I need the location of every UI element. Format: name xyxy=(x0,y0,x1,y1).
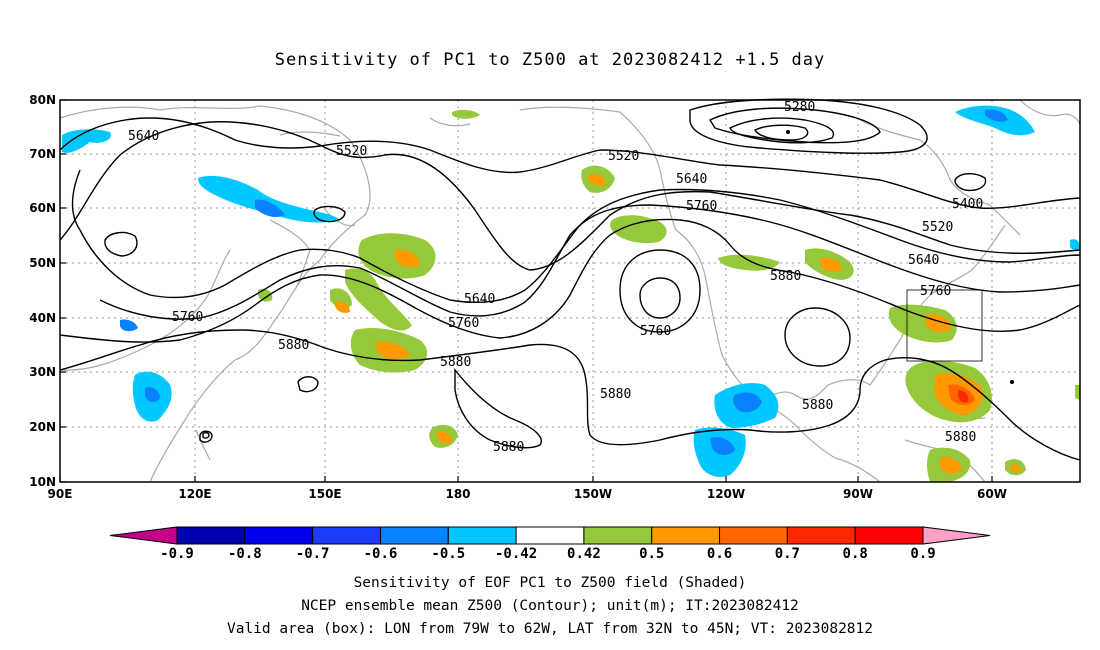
latitude-labels: 80N 70N 60N 50N 40N 30N 20N 10N xyxy=(29,93,56,489)
colorbar-segment xyxy=(176,526,246,545)
contour-labels: 5640 5520 5280 5520 5640 5760 5400 5520 … xyxy=(128,100,983,455)
colorbar-label: 0.42 xyxy=(567,546,601,562)
contour-label: 5880 xyxy=(278,338,309,353)
contour-label: 5880 xyxy=(802,398,833,413)
colorbar-label: 0.6 xyxy=(707,546,732,562)
lat-label: 10N xyxy=(29,475,56,489)
contour-label: 5880 xyxy=(440,355,471,370)
lat-label: 20N xyxy=(29,420,56,434)
caption-shading: Sensitivity of EOF PC1 to Z500 field (Sh… xyxy=(353,575,747,591)
contour-label: 5520 xyxy=(608,149,639,164)
colorbar-label: -0.7 xyxy=(296,546,330,562)
colorbar: -0.9 -0.8 -0.7 -0.6 -0.5 -0.42 0.42 0.5 0.6 0.7 0.… xyxy=(109,526,991,562)
lon-label: 120W xyxy=(707,487,745,501)
contour-label: 5760 xyxy=(448,316,479,331)
contour-label: 5880 xyxy=(945,430,976,445)
colorbar-segment xyxy=(786,526,856,545)
caption-contour: NCEP ensemble mean Z500 (Contour); unit(… xyxy=(301,598,799,614)
contour-label: 5400 xyxy=(952,197,983,212)
colorbar-segment xyxy=(447,526,517,545)
contour-label: 5760 xyxy=(920,284,951,299)
valid-area-box xyxy=(906,289,983,362)
lon-label: 150W xyxy=(574,487,612,501)
lon-label: 90E xyxy=(48,487,73,501)
contour-label: 5520 xyxy=(922,220,953,235)
colorbar-label: 0.8 xyxy=(843,546,868,562)
colorbar-label: 0.5 xyxy=(639,546,664,562)
map-frame xyxy=(59,99,1081,483)
colorbar-max-arrow xyxy=(922,526,991,545)
colorbar-segment xyxy=(854,526,924,545)
contour-label: 5640 xyxy=(464,292,495,307)
contour-label: 5640 xyxy=(908,253,939,268)
colorbar-label: -0.5 xyxy=(431,546,465,562)
lon-label: 60W xyxy=(977,487,1007,501)
contour-label: 5880 xyxy=(600,387,631,402)
contour-label: 5280 xyxy=(784,100,815,115)
contour-label: 5760 xyxy=(172,310,203,325)
lon-label: 120E xyxy=(178,487,211,501)
contour-label: 5520 xyxy=(336,144,367,159)
contour-label: 5880 xyxy=(493,440,524,455)
lat-label: 70N xyxy=(29,147,56,161)
lat-label: 50N xyxy=(29,256,56,270)
colorbar-segment xyxy=(583,526,653,545)
lon-label: 150E xyxy=(308,487,341,501)
contour-label: 5880 xyxy=(770,269,801,284)
page-title: Sensitivity of PC1 to Z500 at 2023082412… xyxy=(274,50,826,70)
colorbar-segment xyxy=(379,526,449,545)
lon-label: 90W xyxy=(843,487,873,501)
contour-label: 5760 xyxy=(686,199,717,214)
tick-marks xyxy=(59,99,993,483)
colorbar-min-arrow xyxy=(109,526,178,545)
lat-label: 30N xyxy=(29,365,56,379)
colorbar-segment xyxy=(244,526,314,545)
colorbar-label: -0.9 xyxy=(160,546,194,562)
colorbar-label: -0.42 xyxy=(495,546,537,562)
contour-label: 5760 xyxy=(640,324,671,339)
colorbar-label: 0.9 xyxy=(910,546,935,562)
colorbar-segment xyxy=(651,526,721,545)
colorbar-segment xyxy=(515,526,585,545)
lon-label: 180 xyxy=(445,487,470,501)
colorbar-segment xyxy=(312,526,381,545)
longitude-labels: 90E 120E 150E 180 150W 120W 90W 60W xyxy=(48,487,1007,501)
contour-label: 5640 xyxy=(676,172,707,187)
z500-contours xyxy=(59,98,1081,461)
colorbar-label: 0.7 xyxy=(775,546,800,562)
caption-valid-area: Valid area (box): LON from 79W to 62W, L… xyxy=(226,621,873,637)
lat-label: 60N xyxy=(29,201,56,215)
lat-label: 80N xyxy=(29,93,56,107)
lat-lon-grid xyxy=(60,100,1080,482)
colorbar-label: -0.6 xyxy=(364,546,398,562)
lat-label: 40N xyxy=(29,311,56,325)
contour-label: 5640 xyxy=(128,129,159,144)
colorbar-label: -0.8 xyxy=(228,546,262,562)
colorbar-segment xyxy=(719,526,788,545)
